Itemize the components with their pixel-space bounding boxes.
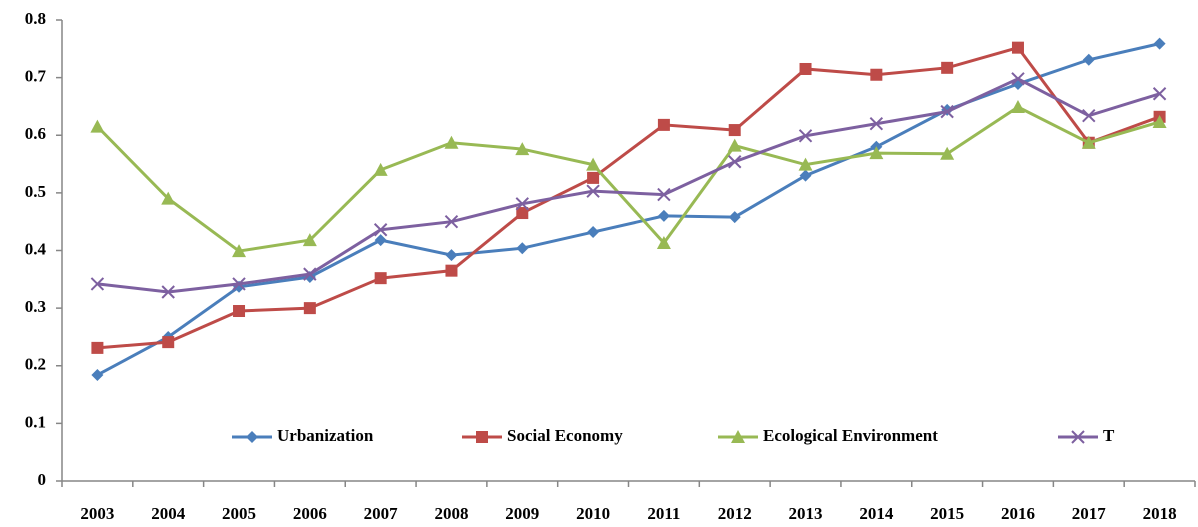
data-point xyxy=(657,118,670,131)
data-point xyxy=(1081,135,1096,149)
x-tick-label: 2017 xyxy=(1072,504,1107,523)
data-point xyxy=(1152,87,1167,101)
data-point xyxy=(444,135,459,149)
y-tick-label: 0.6 xyxy=(25,124,46,143)
data-point xyxy=(515,142,530,156)
data-point xyxy=(233,305,246,318)
data-point xyxy=(516,207,529,220)
legend-marker xyxy=(731,430,745,443)
legend-marker xyxy=(246,431,258,443)
legend-marker xyxy=(476,431,488,443)
y-tick-label: 0 xyxy=(38,470,47,489)
data-point xyxy=(656,236,671,250)
legend-label: T xyxy=(1103,426,1115,445)
data-point xyxy=(587,226,600,239)
data-point xyxy=(1082,53,1095,66)
data-point xyxy=(728,124,741,137)
data-point xyxy=(799,62,812,75)
data-point xyxy=(587,171,600,184)
data-point xyxy=(232,244,247,258)
data-point xyxy=(161,191,176,205)
data-point xyxy=(90,277,105,291)
data-point xyxy=(870,68,883,81)
data-point xyxy=(1152,114,1167,128)
data-point xyxy=(1082,108,1096,123)
x-tick-label: 2015 xyxy=(930,504,964,523)
data-point xyxy=(161,285,175,299)
data-point xyxy=(941,61,954,74)
data-point xyxy=(515,197,529,211)
data-point xyxy=(799,169,812,182)
data-point xyxy=(445,249,458,262)
data-point xyxy=(444,214,459,229)
series-line xyxy=(96,42,1160,377)
y-tick-label: 0.8 xyxy=(25,9,46,28)
x-tick-label: 2009 xyxy=(505,504,539,523)
data-point xyxy=(869,146,884,160)
data-point xyxy=(302,233,317,247)
data-point xyxy=(727,138,742,152)
data-point xyxy=(1010,100,1025,114)
y-tick-label: 0.2 xyxy=(25,355,46,374)
data-point xyxy=(1011,41,1024,54)
data-point xyxy=(1153,37,1166,50)
legend-label: Ecological Environment xyxy=(763,426,938,445)
x-tick-label: 2016 xyxy=(1001,504,1035,523)
legend-label: Urbanization xyxy=(277,426,374,445)
data-point xyxy=(303,302,316,315)
data-point xyxy=(91,341,104,354)
data-point xyxy=(940,146,955,160)
data-point xyxy=(374,272,387,285)
legend-marker xyxy=(1071,430,1085,444)
data-point xyxy=(940,104,954,119)
x-tick-label: 2008 xyxy=(434,504,468,523)
x-tick-label: 2007 xyxy=(364,504,399,523)
data-point xyxy=(90,119,105,133)
y-tick-label: 0.4 xyxy=(25,239,47,258)
data-point xyxy=(374,234,387,247)
data-point xyxy=(303,267,317,281)
y-tick-label: 0.7 xyxy=(25,67,47,86)
y-tick-label: 0.5 xyxy=(25,182,46,201)
data-point xyxy=(657,187,671,202)
data-point xyxy=(445,264,458,277)
data-point xyxy=(728,211,741,224)
y-tick-label: 0.3 xyxy=(25,297,46,316)
data-point xyxy=(869,117,884,131)
x-tick-label: 2005 xyxy=(222,504,256,523)
data-point xyxy=(91,368,104,381)
data-point xyxy=(1011,72,1025,86)
data-point xyxy=(232,277,246,291)
data-point xyxy=(728,155,742,169)
data-point xyxy=(586,157,601,171)
x-tick-label: 2010 xyxy=(576,504,610,523)
x-tick-label: 2004 xyxy=(151,504,186,523)
data-point xyxy=(162,336,175,349)
data-point xyxy=(586,184,600,198)
data-point xyxy=(373,223,388,237)
x-tick-label: 2012 xyxy=(718,504,752,523)
legend-label: Social Economy xyxy=(507,426,623,445)
x-tick-label: 2018 xyxy=(1143,504,1177,523)
data-point xyxy=(516,242,529,255)
series-line xyxy=(96,105,1161,253)
series-line xyxy=(97,77,1161,294)
series-line xyxy=(97,45,1161,350)
data-point xyxy=(373,162,388,176)
x-tick-label: 2003 xyxy=(80,504,114,523)
y-tick-label: 0.1 xyxy=(25,412,46,431)
x-tick-label: 2013 xyxy=(789,504,823,523)
data-point xyxy=(657,209,670,222)
x-tick-label: 2011 xyxy=(647,504,680,523)
x-tick-label: 2006 xyxy=(293,504,327,523)
data-point xyxy=(798,157,813,171)
data-point xyxy=(798,129,813,143)
x-tick-label: 2014 xyxy=(859,504,894,523)
